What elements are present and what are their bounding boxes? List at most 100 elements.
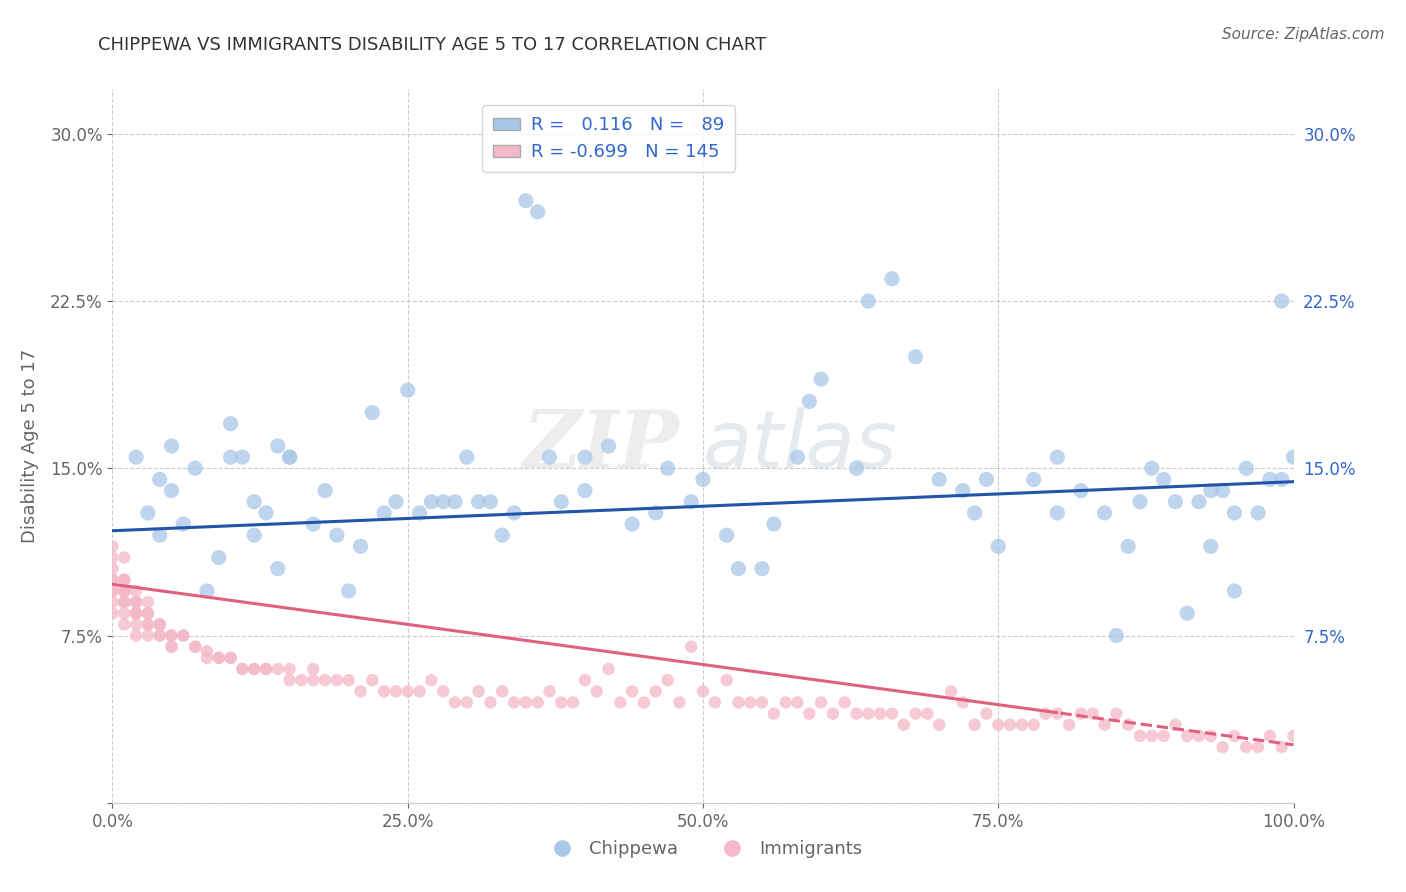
Point [125,607,148,621]
Point [998,717,1021,731]
Point [195,651,218,665]
Point [1129,729,1152,743]
Point [775,696,797,710]
Point [1282,729,1305,743]
Point [172,628,194,642]
Point [987,539,1010,553]
Point [1140,729,1163,743]
Point [361,405,384,419]
Point [1153,729,1175,743]
Point [231,662,253,676]
Point [112,583,135,598]
Point [503,506,526,520]
Point [786,696,808,710]
Point [314,673,336,687]
Text: CHIPPEWA VS IMMIGRANTS DISABILITY AGE 5 TO 17 CORRELATION CHART: CHIPPEWA VS IMMIGRANTS DISABILITY AGE 5 … [98,36,766,54]
Point [420,673,443,687]
Point [810,372,832,386]
Point [799,706,821,721]
Legend: Chippewa, Immigrants: Chippewa, Immigrants [537,833,869,865]
Point [987,717,1010,731]
Point [408,506,430,520]
Point [385,684,408,698]
Point [101,573,124,587]
Point [692,473,714,487]
Point [125,595,148,609]
Point [1153,473,1175,487]
Point [112,583,135,598]
Point [349,684,371,698]
Point [125,607,148,621]
Point [243,494,266,508]
Point [184,640,207,654]
Point [880,706,903,721]
Point [125,617,148,632]
Point [149,473,172,487]
Point [349,539,371,553]
Point [184,640,207,654]
Point [1234,740,1257,755]
Point [396,384,419,398]
Point [609,696,631,710]
Point [598,439,620,453]
Point [1081,706,1104,721]
Point [112,573,135,587]
Point [1188,494,1211,508]
Point [904,706,927,721]
Point [515,696,537,710]
Point [420,494,443,508]
Point [302,662,325,676]
Point [243,662,266,676]
Point [267,439,290,453]
Point [786,450,808,464]
Point [1258,473,1281,487]
Point [1105,628,1128,642]
Point [976,473,998,487]
Point [444,696,467,710]
Point [1223,506,1246,520]
Point [1247,740,1270,755]
Point [1258,729,1281,743]
Point [125,450,148,464]
Point [125,607,148,621]
Point [1046,450,1069,464]
Point [952,483,974,498]
Point [1046,706,1069,721]
Point [125,628,148,642]
Point [373,506,395,520]
Point [314,483,336,498]
Point [834,696,856,710]
Point [538,450,561,464]
Point [1011,717,1033,731]
Point [136,617,159,632]
Point [160,439,183,453]
Point [644,684,666,698]
Point [928,717,950,731]
Point [574,673,596,687]
Point [101,573,124,587]
Point [112,583,135,598]
Point [1212,740,1234,755]
Point [1094,506,1116,520]
Point [644,506,666,520]
Point [149,628,172,642]
Point [585,684,607,698]
Point [1105,706,1128,721]
Point [727,562,749,576]
Point [112,583,135,598]
Point [267,662,290,676]
Point [858,293,880,308]
Point [526,696,548,710]
Point [657,673,679,687]
Point [112,573,135,587]
Point [326,528,349,542]
Point [136,595,159,609]
Point [243,662,266,676]
Point [112,595,135,609]
Point [1223,729,1246,743]
Point [243,528,266,542]
Point [904,350,927,364]
Point [160,628,183,642]
Point [1212,483,1234,498]
Point [101,550,124,565]
